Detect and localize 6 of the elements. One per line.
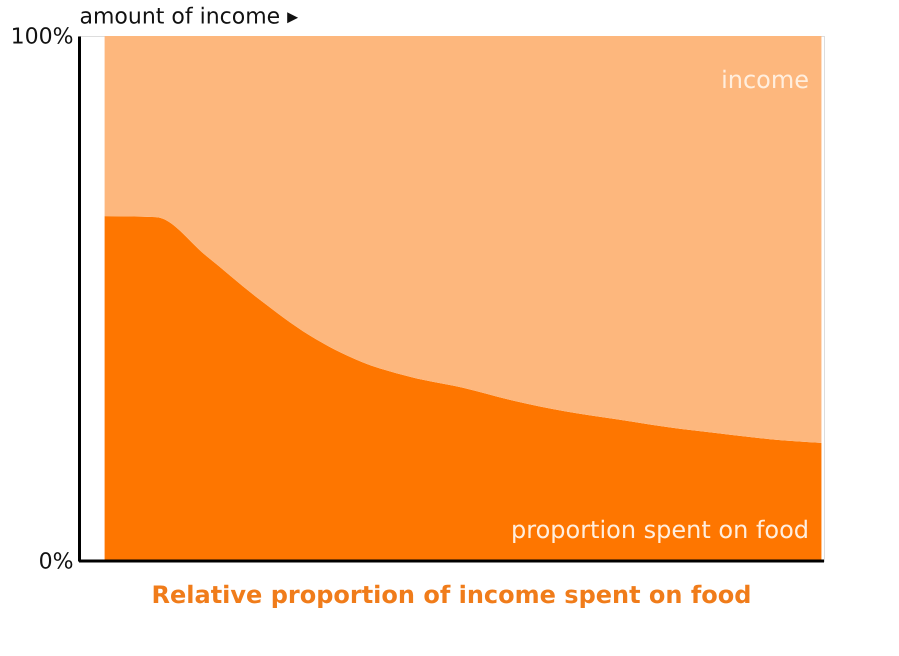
x-axis-title: amount of income ▸ <box>80 4 298 30</box>
series-label: proportion spent on food <box>511 516 809 544</box>
y-tick-label: 100% <box>10 24 74 50</box>
series-label: income <box>721 66 809 94</box>
text: Relative proportion of income spent on food <box>152 581 752 609</box>
y-tick-label: 0% <box>38 550 74 574</box>
